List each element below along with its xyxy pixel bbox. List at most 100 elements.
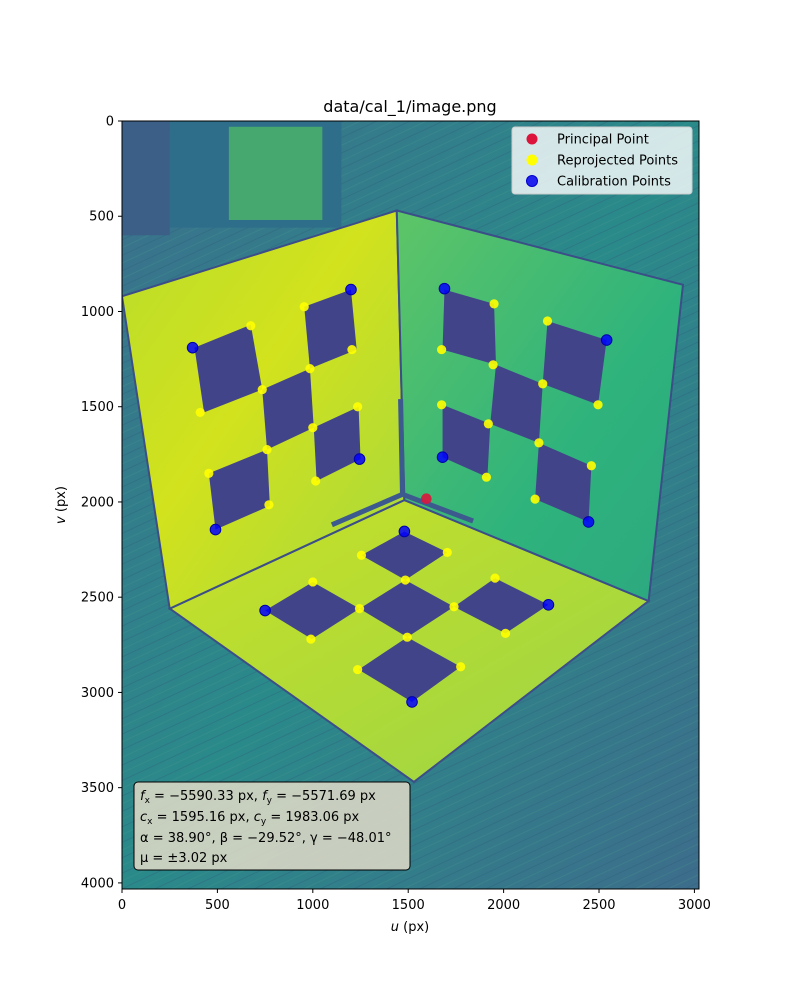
calibration-point-marker [186,341,199,354]
reprojected-point-marker [308,577,318,587]
reprojected-point-marker [305,364,315,374]
reprojected-point-marker [246,321,256,331]
calibration-point-marker [600,334,613,346]
photo-checker-square [454,578,549,634]
reprojected-point-marker [354,604,365,614]
reprojected-point-marker [264,500,274,510]
reprojected-point-marker [542,316,553,326]
background-photo [122,121,699,889]
x-axis-label: u (px) [391,920,429,935]
legend-marker-reprojected-points [526,154,538,166]
reprojected-point-marker [534,438,544,448]
calibration-point-marker [209,523,222,536]
legend-label-calibration-points: Calibration Points [557,175,671,190]
y-tick-label: 4000 [81,876,114,891]
axes-frame [121,120,700,890]
plot-area [122,121,699,889]
photo-checker-square [265,581,360,640]
x-tick-label: 3000 [678,898,711,913]
reprojected-point-marker [311,476,321,486]
reprojected-point-marker [306,634,316,644]
calibration-point-marker [582,516,595,528]
reprojected-point-marker [308,423,318,433]
reprojected-point-marker [593,400,603,410]
legend-label-reprojected-points: Reprojected Points [557,154,678,169]
reprojected-point-marker [195,407,205,418]
reprojected-point-marker [489,299,499,309]
x-axis-ticks: 0 500 1000 1500 2000 2500 3000 [118,889,711,913]
photo-checker-square [262,368,314,450]
photo-checker-square [208,449,270,530]
x-tick-label: 0 [118,898,126,913]
data-marks [186,282,613,708]
y-tick-label: 1000 [81,305,114,320]
reprojected-point-marker [262,444,272,455]
photo-checker-square [304,289,357,369]
reprojected-point-marker [538,379,548,389]
calibration-point-marker [259,604,271,617]
principal-point-marker [421,493,432,505]
y-tick-label: 1500 [81,400,114,415]
annotation-line-center: cx = 1595.16 px, cy = 1983.06 px [140,810,360,827]
reprojected-point-marker [449,602,459,612]
y-axis-ticks: 0 500 1000 1500 2000 2500 3000 3500 4000 [81,115,122,891]
reprojected-point-marker [402,632,412,642]
photo-checker-square [194,324,263,413]
annotation-box [133,781,411,871]
x-tick-label: 500 [205,898,230,913]
legend-label-principal-point: Principal Point [557,133,649,148]
reprojected-point-marker [400,575,410,585]
photo-checker-square [361,531,448,581]
photo-checker-square [490,364,543,443]
reprojected-point-marker [483,419,493,429]
legend-marker-calibration-points [526,175,538,187]
annotation-line-focal: fx = −5590.33 px, fy = −5571.69 px [140,789,376,806]
photo-checker-square [359,580,455,638]
reprojected-point-marker [530,494,540,504]
calibration-parameters-box: fx = −5590.33 px, fy = −5571.69 px cx = … [133,781,411,871]
x-tick-label: 2500 [582,898,615,913]
photo-corner-rod [398,399,405,495]
reprojected-point-marker [437,344,447,355]
y-axis-label: v (px) [54,486,69,524]
reprojected-point-marker [353,664,363,675]
legend-item-principal-point: Principal Point [526,133,649,148]
legend-box [511,126,693,195]
reprojected-point-marker [437,400,447,410]
legend-item-reprojected-points: Reprojected Points [526,154,678,169]
photo-cabinet-panel [228,126,323,221]
calibration-point-marker [436,451,449,463]
reprojected-point-marker [442,547,452,558]
legend: Principal Point Reprojected Points Calib… [511,126,693,195]
calibration-point-marker [353,453,366,465]
calibration-point-marker [406,696,418,708]
reprojected-point-marker [353,402,363,412]
photo-checker-square [313,406,361,481]
legend-item-calibration-points: Calibration Points [526,175,671,190]
y-tick-label: 3500 [81,781,114,796]
y-tick-label: 3000 [81,686,114,701]
y-tick-label: 500 [89,210,114,225]
reprojected-point-marker [204,468,214,478]
x-tick-label: 1000 [296,898,329,913]
reprojected-point-marker [490,573,500,583]
y-tick-label: 2500 [81,591,114,606]
x-tick-label: 1500 [392,898,425,913]
chart-title: data/cal_1/image.png [323,97,496,117]
y-tick-label: 2000 [81,495,114,510]
calibration-point-marker [438,282,451,295]
reprojected-point-marker [586,461,596,471]
calibration-point-marker [542,599,555,611]
reprojected-point-marker [257,384,267,395]
photo-checker-square [535,442,592,522]
y-tick-label: 0 [106,115,114,130]
photo-corner-rod [330,492,404,528]
calibration-point-marker [398,525,411,538]
photo-checker-square [358,637,461,702]
reprojected-point-marker [347,344,357,355]
photo-checker-square [442,404,491,478]
photo-cabinet-left [122,121,170,236]
reprojected-point-marker [356,550,367,560]
photo-corner-rod [401,491,474,524]
